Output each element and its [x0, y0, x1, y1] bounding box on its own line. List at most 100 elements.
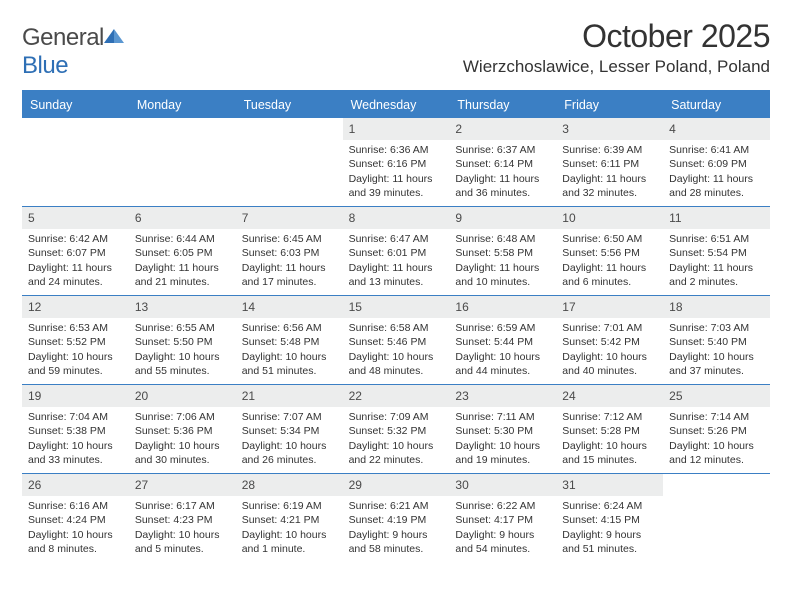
daylight-line1: Daylight: 11 hours: [349, 172, 444, 186]
daylight-line2: and 12 minutes.: [669, 453, 764, 467]
daylight-line2: and 1 minute.: [242, 542, 337, 556]
sunset-text: Sunset: 5:56 PM: [562, 246, 657, 260]
daylight-line1: Daylight: 11 hours: [349, 261, 444, 275]
day-cell: 30Sunrise: 6:22 AMSunset: 4:17 PMDayligh…: [449, 474, 556, 562]
day-cell: [129, 118, 236, 206]
sunset-text: Sunset: 5:36 PM: [135, 424, 230, 438]
daylight-line1: Daylight: 11 hours: [562, 261, 657, 275]
day-number: 24: [556, 385, 663, 407]
sunset-text: Sunset: 4:15 PM: [562, 513, 657, 527]
sunrise-text: Sunrise: 7:01 AM: [562, 321, 657, 335]
day-number: 1: [343, 118, 450, 140]
sunset-text: Sunset: 6:09 PM: [669, 157, 764, 171]
sunrise-text: Sunrise: 6:37 AM: [455, 143, 550, 157]
sunrise-text: Sunrise: 7:12 AM: [562, 410, 657, 424]
weekday-header: Saturday: [663, 92, 770, 118]
daylight-line2: and 44 minutes.: [455, 364, 550, 378]
day-cell: [236, 118, 343, 206]
day-cell: 6Sunrise: 6:44 AMSunset: 6:05 PMDaylight…: [129, 207, 236, 295]
daylight-line1: Daylight: 10 hours: [455, 439, 550, 453]
daylight-line2: and 48 minutes.: [349, 364, 444, 378]
day-cell: 17Sunrise: 7:01 AMSunset: 5:42 PMDayligh…: [556, 296, 663, 384]
daylight-line2: and 13 minutes.: [349, 275, 444, 289]
sunrise-text: Sunrise: 6:22 AM: [455, 499, 550, 513]
day-cell: 10Sunrise: 6:50 AMSunset: 5:56 PMDayligh…: [556, 207, 663, 295]
day-number: 26: [22, 474, 129, 496]
day-cell: [663, 474, 770, 562]
day-number: 23: [449, 385, 556, 407]
daylight-line1: Daylight: 11 hours: [455, 172, 550, 186]
day-cell: 28Sunrise: 6:19 AMSunset: 4:21 PMDayligh…: [236, 474, 343, 562]
day-cell: 16Sunrise: 6:59 AMSunset: 5:44 PMDayligh…: [449, 296, 556, 384]
weekday-header: Tuesday: [236, 92, 343, 118]
daylight-line1: Daylight: 11 hours: [562, 172, 657, 186]
weekday-header: Thursday: [449, 92, 556, 118]
sunset-text: Sunset: 6:01 PM: [349, 246, 444, 260]
daylight-line2: and 40 minutes.: [562, 364, 657, 378]
daylight-line2: and 33 minutes.: [28, 453, 123, 467]
daylight-line2: and 59 minutes.: [28, 364, 123, 378]
sunset-text: Sunset: 5:54 PM: [669, 246, 764, 260]
sunrise-text: Sunrise: 6:47 AM: [349, 232, 444, 246]
header: GeneralBlue October 2025 Wierzchoslawice…: [22, 18, 770, 80]
brand-logo: GeneralBlue: [22, 18, 126, 80]
daylight-line2: and 6 minutes.: [562, 275, 657, 289]
day-cell: 13Sunrise: 6:55 AMSunset: 5:50 PMDayligh…: [129, 296, 236, 384]
day-number: 19: [22, 385, 129, 407]
day-number: 28: [236, 474, 343, 496]
sunrise-text: Sunrise: 6:53 AM: [28, 321, 123, 335]
sunrise-text: Sunrise: 7:11 AM: [455, 410, 550, 424]
weekday-header: Monday: [129, 92, 236, 118]
sunrise-text: Sunrise: 6:21 AM: [349, 499, 444, 513]
day-number: 11: [663, 207, 770, 229]
day-cell: 23Sunrise: 7:11 AMSunset: 5:30 PMDayligh…: [449, 385, 556, 473]
day-number: 2: [449, 118, 556, 140]
daylight-line1: Daylight: 9 hours: [562, 528, 657, 542]
brand-part2: Blue: [22, 52, 68, 79]
day-number: 18: [663, 296, 770, 318]
daylight-line1: Daylight: 10 hours: [135, 350, 230, 364]
day-number: 25: [663, 385, 770, 407]
sunset-text: Sunset: 5:44 PM: [455, 335, 550, 349]
sunset-text: Sunset: 5:58 PM: [455, 246, 550, 260]
daylight-line1: Daylight: 10 hours: [349, 350, 444, 364]
day-cell: 18Sunrise: 7:03 AMSunset: 5:40 PMDayligh…: [663, 296, 770, 384]
sunrise-text: Sunrise: 6:42 AM: [28, 232, 123, 246]
day-number: 8: [343, 207, 450, 229]
day-cell: 31Sunrise: 6:24 AMSunset: 4:15 PMDayligh…: [556, 474, 663, 562]
sunset-text: Sunset: 6:05 PM: [135, 246, 230, 260]
week-row: 12 Sunrise: 6:53 AMSunset: 5:52 PM Dayligh…: [22, 295, 770, 384]
sunrise-text: Sunrise: 7:09 AM: [349, 410, 444, 424]
sunset-text: Sunset: 5:42 PM: [562, 335, 657, 349]
week-row: 19Sunrise: 7:04 AMSunset: 5:38 PMDayligh…: [22, 384, 770, 473]
day-cell: 26Sunrise: 6:16 AMSunset: 4:24 PMDayligh…: [22, 474, 129, 562]
day-cell: 20Sunrise: 7:06 AMSunset: 5:36 PMDayligh…: [129, 385, 236, 473]
daylight-line1: Daylight: 10 hours: [135, 528, 230, 542]
sunrise-text: Sunrise: 6:50 AM: [562, 232, 657, 246]
daylight-line1: Daylight: 11 hours: [669, 172, 764, 186]
daylight-line2: and 55 minutes.: [135, 364, 230, 378]
day-cell: 1Sunrise: 6:36 AMSunset: 6:16 PMDaylight…: [343, 118, 450, 206]
daylight-line2: and 37 minutes.: [669, 364, 764, 378]
brand-mark-icon: [104, 24, 126, 42]
sunset-text: Sunset: 5:52 PM: [28, 335, 123, 349]
daylight-line2: and 32 minutes.: [562, 186, 657, 200]
daylight-line1: Daylight: 10 hours: [455, 350, 550, 364]
sunset-text: Sunset: 5:38 PM: [28, 424, 123, 438]
sunrise-text: Sunrise: 6:19 AM: [242, 499, 337, 513]
day-number: 14: [236, 296, 343, 318]
sunset-text: Sunset: 5:34 PM: [242, 424, 337, 438]
sunrise-text: Sunrise: 6:24 AM: [562, 499, 657, 513]
daylight-line2: and 19 minutes.: [455, 453, 550, 467]
day-cell: 15Sunrise: 6:58 AMSunset: 5:46 PMDayligh…: [343, 296, 450, 384]
day-number: 12: [22, 296, 129, 318]
daylight-line1: Daylight: 10 hours: [242, 439, 337, 453]
day-cell: 29Sunrise: 6:21 AMSunset: 4:19 PMDayligh…: [343, 474, 450, 562]
day-cell: 9Sunrise: 6:48 AMSunset: 5:58 PMDaylight…: [449, 207, 556, 295]
daylight-line1: Daylight: 9 hours: [455, 528, 550, 542]
daylight-line1: Daylight: 11 hours: [669, 261, 764, 275]
daylight-line1: Daylight: 10 hours: [669, 350, 764, 364]
daylight-line1: Daylight: 10 hours: [562, 350, 657, 364]
sunset-text: Sunset: 5:26 PM: [669, 424, 764, 438]
day-cell: 25Sunrise: 7:14 AMSunset: 5:26 PMDayligh…: [663, 385, 770, 473]
